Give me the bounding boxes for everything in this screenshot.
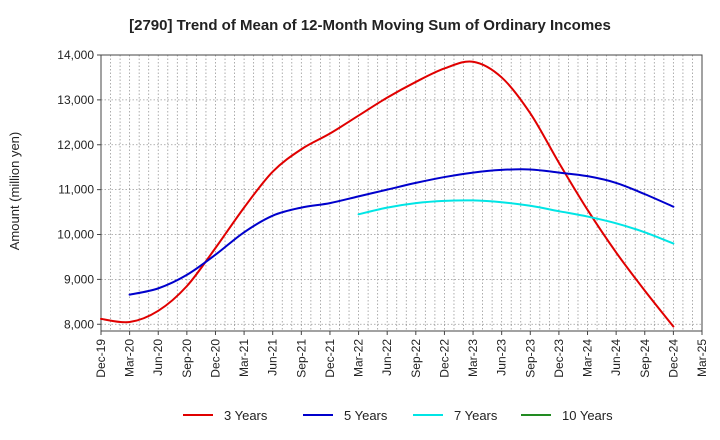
- x-tick-label: Mar-24: [581, 339, 595, 377]
- x-tick-label: Jun-24: [609, 339, 623, 376]
- plot-background: [101, 55, 702, 331]
- x-tick-label: Jun-22: [380, 339, 394, 376]
- x-tick-label: Dec-21: [323, 339, 337, 378]
- x-tick-label: Sep-23: [523, 339, 537, 378]
- x-tick-label: Mar-22: [352, 339, 366, 377]
- y-tick-label: 12,000: [57, 138, 94, 152]
- grid-lines: [101, 54, 702, 331]
- legend-item-3-years: 3 Years: [183, 408, 268, 423]
- x-tick-label: Dec-22: [437, 339, 451, 378]
- x-tick-label: Jun-23: [495, 339, 509, 376]
- x-tick-label: Jun-21: [266, 339, 280, 376]
- legend-item-7-years: 7 Years: [413, 408, 498, 423]
- x-tick-label: Dec-19: [94, 339, 108, 378]
- legend-label: 5 Years: [344, 408, 388, 423]
- legend-label: 7 Years: [454, 408, 498, 423]
- x-tick-label: Sep-21: [294, 339, 308, 378]
- series-line-7-years: [357, 199, 675, 245]
- y-tick-label: 11,000: [58, 183, 94, 197]
- y-tick-label: 13,000: [57, 93, 94, 107]
- x-tick-label: Sep-20: [180, 339, 194, 378]
- y-tick-label: 10,000: [57, 228, 94, 242]
- y-tick-label: 9,000: [64, 272, 94, 286]
- series-line-5-years: [128, 168, 675, 296]
- x-tick-label: Jun-20: [151, 339, 165, 376]
- plot-frame: [100, 54, 703, 332]
- x-tick-label: Mar-23: [466, 339, 480, 377]
- legend-label: 3 Years: [224, 408, 268, 423]
- y-tick-label: 14,000: [57, 48, 94, 62]
- y-tick-label: 8,000: [64, 317, 94, 331]
- legend-item-10-years: 10 Years: [521, 408, 613, 423]
- x-tick-label: Dec-20: [208, 339, 222, 378]
- legend: 3 Years 5 Years 7 Years 10 Years: [183, 408, 613, 423]
- x-tick-label: Dec-24: [666, 339, 680, 378]
- x-tick-label: Sep-24: [638, 339, 652, 378]
- y-axis-label: Amount (million yen): [7, 132, 22, 251]
- legend-item-5-years: 5 Years: [303, 408, 388, 423]
- plot-area: 8,000 9,000 10,000 11,000 12,000 13,000 14,000…: [57, 48, 709, 378]
- x-tick-label: Sep-22: [409, 339, 423, 378]
- x-tick-label: Mar-21: [237, 339, 251, 377]
- x-tick-label: Mar-25: [695, 339, 709, 377]
- chart-title: [2790] Trend of Mean of 12-Month Moving …: [129, 17, 611, 34]
- x-tick-label: Dec-23: [552, 339, 566, 378]
- legend-label: 10 Years: [562, 408, 613, 423]
- series-line-3-years: [100, 60, 675, 328]
- x-tick-label: Mar-20: [123, 339, 137, 377]
